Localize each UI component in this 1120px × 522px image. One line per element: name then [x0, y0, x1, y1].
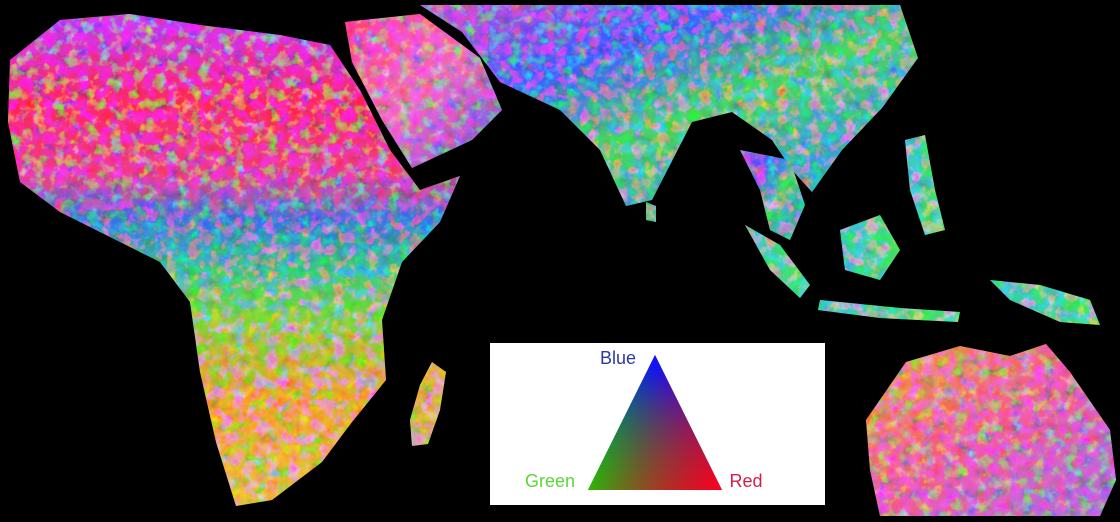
legend-label: Blue: [600, 348, 636, 368]
map: Blue Green Red: [0, 0, 1120, 522]
legend-label: Green: [525, 471, 575, 491]
legend-label: Red: [729, 471, 762, 491]
page: Blue Green Red (() => { const data = JSO…: [0, 0, 1120, 522]
legend: Blue Green Red: [490, 343, 825, 505]
